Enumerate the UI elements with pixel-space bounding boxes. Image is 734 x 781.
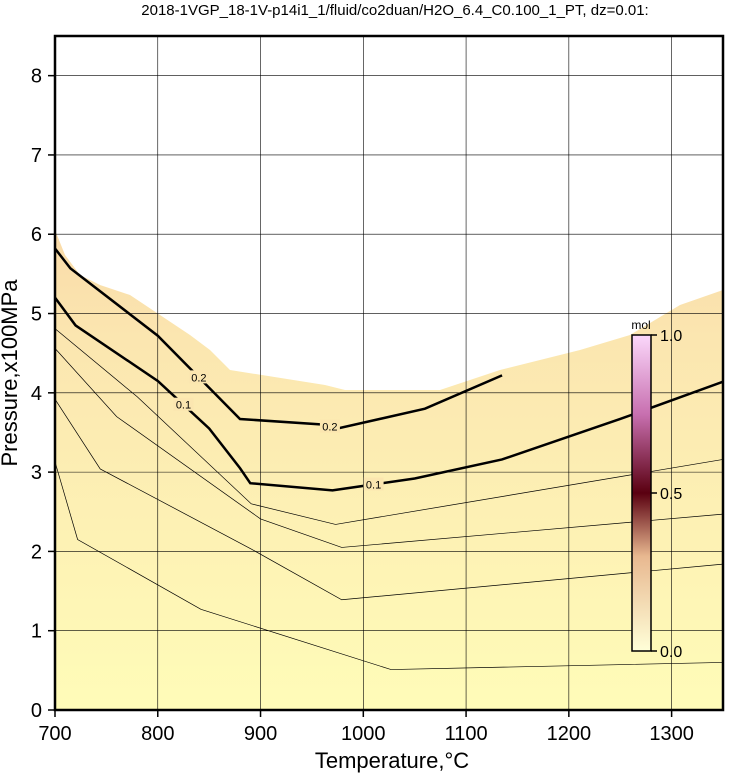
chart-title: 2018-1VGP_18-1V-p14i1_1/fluid/co2duan/H2… (141, 2, 648, 19)
x-tick-label: 900 (244, 723, 277, 745)
axes: 700 800 900 1000 1100 1200 1300 0 1 2 3 4 5 6 7 8 (31, 66, 694, 745)
y-tick-label: 1 (31, 621, 42, 643)
contour-label: 0.1 (366, 479, 381, 491)
contour-line (54, 398, 724, 601)
contour-line (54, 247, 503, 430)
x-tick-label: 1000 (341, 723, 386, 745)
colorbar: mol 0.0 0.5 1.0 (631, 318, 682, 661)
x-tick-label: 1300 (649, 723, 694, 745)
contour-label: 0.2 (191, 372, 206, 384)
contour-label-bg (363, 477, 384, 491)
colorbar-scale (631, 334, 652, 652)
contour-line (54, 328, 724, 525)
y-axis-label: Pressure,x100MPa (0, 279, 22, 467)
y-tick-label: 6 (31, 224, 42, 246)
contour-line (54, 461, 724, 670)
y-tick-label: 5 (31, 304, 42, 326)
colorbar-label: mol (631, 318, 650, 332)
y-tick-label: 3 (31, 462, 42, 484)
colorbar-tick-label: 0.0 (660, 644, 682, 661)
contour-line (54, 348, 724, 548)
contour-label: 0.1 (176, 400, 191, 412)
colorbar-tick-label: 0.5 (660, 486, 682, 503)
contours: 0.1 0.1 0.2 0.2 (53, 247, 724, 670)
contour-label-bg (188, 370, 209, 384)
x-tick-label: 800 (141, 723, 174, 745)
contour-label-bg (173, 397, 194, 411)
x-tick-label: 1100 (445, 723, 488, 745)
x-axis-label: Temperature,°C (315, 748, 469, 773)
contour-line (53, 296, 724, 492)
contour-label: 0.2 (322, 422, 337, 434)
y-tick-label: 2 (31, 541, 42, 563)
y-tick-label: 8 (31, 66, 42, 88)
x-tick-label: 1200 (547, 723, 592, 745)
colorbar-tick-label: 1.0 (660, 328, 682, 345)
y-tick-label: 4 (31, 383, 42, 405)
unstable-region (55, 36, 723, 390)
contour-label-bg (319, 419, 340, 433)
x-tick-label: 700 (38, 723, 71, 745)
y-tick-label: 7 (31, 145, 42, 167)
y-tick-label: 0 (31, 700, 42, 722)
frame (53, 34, 725, 712)
